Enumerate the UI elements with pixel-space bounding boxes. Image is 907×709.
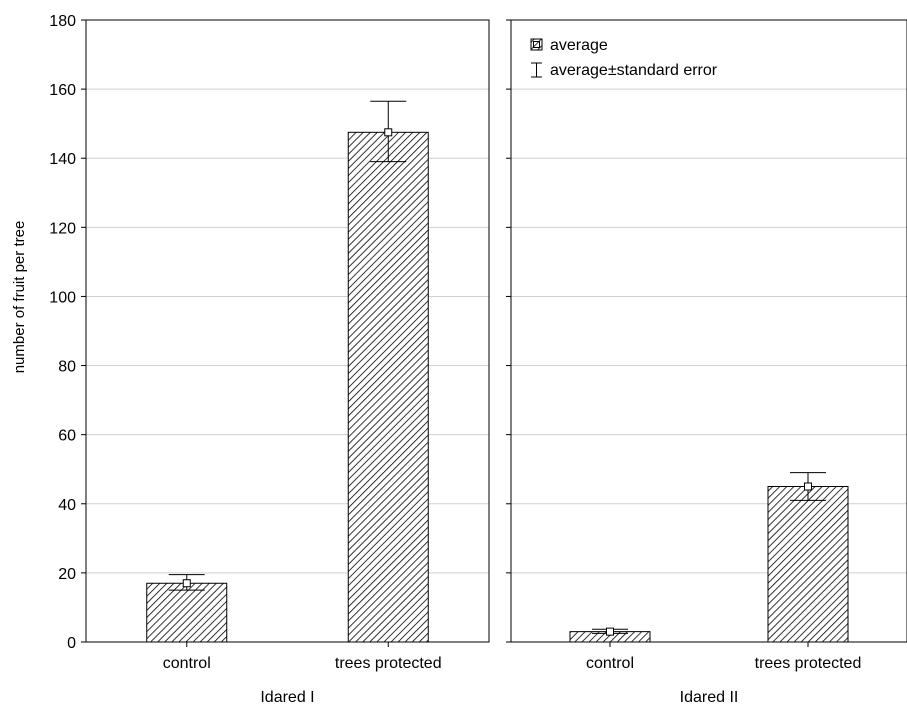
- bar: [146, 582, 228, 643]
- mean-marker: [384, 128, 393, 137]
- x-category-label: trees protected: [755, 655, 862, 672]
- bar: [767, 486, 849, 643]
- legend-entry-error: average±standard error: [550, 62, 718, 79]
- x-category-label: trees protected: [335, 655, 442, 672]
- x-category-label: control: [163, 655, 211, 672]
- panel-frame: [85, 19, 490, 643]
- bar: [347, 131, 429, 643]
- mean-marker: [182, 579, 191, 588]
- y-tick-label: 80: [58, 359, 76, 376]
- y-axis-label: number of fruit per tree: [11, 221, 28, 374]
- group-label: Idared I: [260, 689, 314, 706]
- y-tick-label: 0: [67, 635, 76, 652]
- y-tick-label: 120: [49, 220, 76, 237]
- legend-error-icon: [531, 62, 542, 78]
- y-tick-label: 60: [58, 428, 76, 445]
- legend: average average±standard error: [530, 37, 718, 79]
- legend-entry-average: average: [550, 37, 608, 54]
- x-category-label: control: [586, 655, 634, 672]
- y-tick-label: 160: [49, 82, 76, 99]
- mean-marker: [804, 482, 812, 491]
- mean-marker: [606, 627, 614, 636]
- y-tick-label: 20: [58, 566, 76, 583]
- y-tick-label: 180: [49, 13, 76, 30]
- legend-average-marker: [533, 41, 540, 48]
- legend-average-swatch: [530, 38, 543, 51]
- panel-frame: [510, 19, 907, 643]
- y-tick-label: 100: [49, 289, 76, 306]
- y-tick-label: 40: [58, 497, 76, 514]
- group-label: Idared II: [680, 689, 739, 706]
- y-tick-label: 140: [49, 151, 76, 168]
